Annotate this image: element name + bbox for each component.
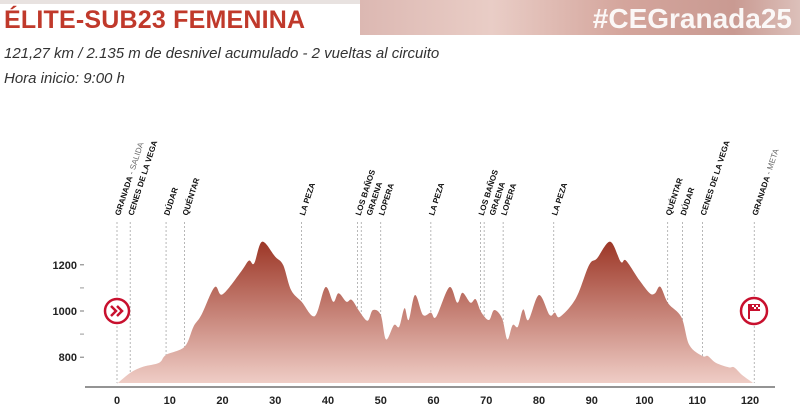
start-icon bbox=[103, 297, 131, 325]
y-tick-label: 1200 bbox=[53, 260, 77, 272]
page-title: ÉLITE-SUB23 FEMENINA bbox=[4, 6, 306, 34]
waypoint-label: LA PEZA bbox=[550, 181, 569, 216]
x-tick-label: 110 bbox=[688, 395, 706, 407]
finish-flag-icon bbox=[739, 296, 769, 326]
race-stats: 121,27 km / 2.135 m de desnivel acumulad… bbox=[4, 45, 440, 62]
waypoint-label: QUÉNTAR bbox=[181, 177, 202, 217]
y-tick-label: 1000 bbox=[53, 306, 77, 318]
header-banner-image bbox=[360, 0, 800, 35]
x-tick-label: 10 bbox=[164, 395, 176, 407]
waypoint-label: GRANADA - META bbox=[751, 147, 781, 217]
x-tick-label: 50 bbox=[375, 395, 387, 407]
top-strip bbox=[0, 0, 360, 4]
elevation-profile-area bbox=[117, 241, 753, 384]
start-time: Hora inicio: 9:00 h bbox=[4, 70, 125, 87]
x-tick-label: 80 bbox=[533, 395, 545, 407]
x-tick-label: 120 bbox=[741, 395, 759, 407]
waypoint-label: DÚDAR bbox=[679, 186, 697, 216]
waypoint-label: LA PEZA bbox=[298, 181, 317, 216]
x-tick-label: 0 bbox=[114, 395, 120, 407]
x-tick-label: 20 bbox=[216, 395, 228, 407]
hashtag: #CEGranada25 bbox=[592, 3, 792, 34]
waypoint-label: LA PEZA bbox=[427, 181, 446, 216]
x-tick-label: 100 bbox=[635, 395, 653, 407]
waypoint-label: CENES DE LA VEGA bbox=[699, 139, 732, 217]
x-tick-label: 30 bbox=[269, 395, 281, 407]
y-tick-label: 800 bbox=[59, 352, 77, 364]
x-tick-label: 60 bbox=[427, 395, 439, 407]
x-tick-label: 70 bbox=[480, 395, 492, 407]
x-tick-label: 90 bbox=[586, 395, 598, 407]
x-tick-label: 40 bbox=[322, 395, 334, 407]
waypoint-label: DÚDAR bbox=[162, 186, 180, 216]
